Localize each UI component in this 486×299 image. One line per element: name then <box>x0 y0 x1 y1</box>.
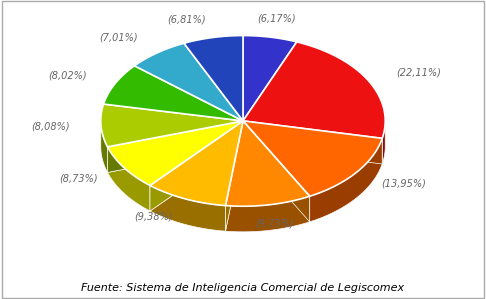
Polygon shape <box>104 66 243 121</box>
Polygon shape <box>150 121 243 211</box>
Polygon shape <box>243 42 385 138</box>
Polygon shape <box>243 121 310 222</box>
Text: (9,38%): (9,38%) <box>134 211 173 221</box>
Polygon shape <box>243 121 382 164</box>
Text: (7,01%): (7,01%) <box>100 33 138 43</box>
Polygon shape <box>226 121 243 231</box>
Polygon shape <box>310 138 382 222</box>
Polygon shape <box>107 121 243 173</box>
Polygon shape <box>226 121 310 206</box>
Polygon shape <box>135 43 243 121</box>
Polygon shape <box>226 121 243 231</box>
Polygon shape <box>243 121 310 222</box>
Polygon shape <box>150 185 226 231</box>
Text: (9,73%): (9,73%) <box>255 218 294 228</box>
Polygon shape <box>243 36 297 121</box>
Polygon shape <box>243 121 382 164</box>
Polygon shape <box>226 196 310 232</box>
Polygon shape <box>101 104 243 147</box>
Polygon shape <box>150 121 243 211</box>
Text: (8,08%): (8,08%) <box>31 122 70 132</box>
Text: (6,81%): (6,81%) <box>168 14 206 24</box>
Polygon shape <box>184 36 243 121</box>
Text: (8,73%): (8,73%) <box>60 173 98 183</box>
Polygon shape <box>243 121 382 196</box>
Polygon shape <box>150 121 243 206</box>
Text: Fuente: Sistema de Inteligencia Comercial de Legiscomex: Fuente: Sistema de Inteligencia Comercia… <box>82 283 404 293</box>
Ellipse shape <box>101 61 385 232</box>
Text: (6,17%): (6,17%) <box>257 14 296 24</box>
Text: (13,95%): (13,95%) <box>382 179 427 188</box>
Polygon shape <box>107 121 243 185</box>
Text: (8,02%): (8,02%) <box>48 71 87 80</box>
Polygon shape <box>101 122 107 173</box>
Polygon shape <box>382 122 385 164</box>
Polygon shape <box>107 121 243 173</box>
Text: (22,11%): (22,11%) <box>396 67 441 77</box>
Polygon shape <box>107 147 150 211</box>
